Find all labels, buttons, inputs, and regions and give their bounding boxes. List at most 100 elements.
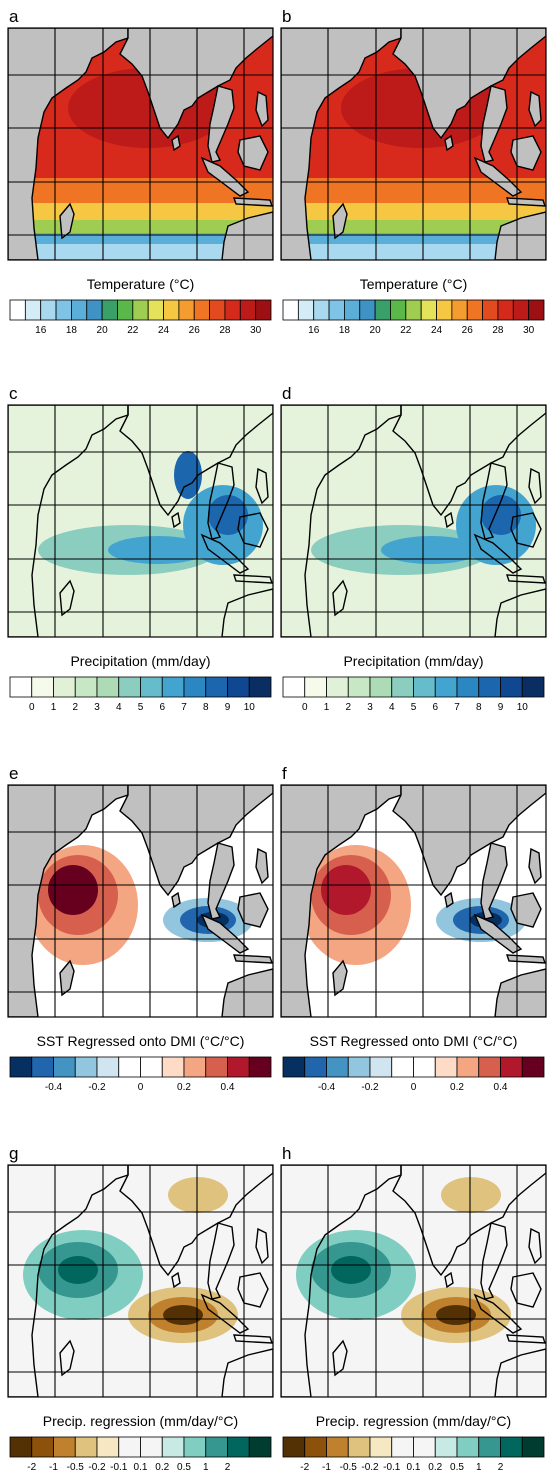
map-panel-f [280,784,547,1018]
colorbar-tick-label: 5 [138,702,144,713]
colorbar-swatch [328,299,345,321]
panel-label-c: c [9,384,18,403]
colorbar-title: SST Regressed onto DMI (°C/°C) [310,1033,518,1049]
colorbar-tick-label: 2 [72,702,78,713]
colorbar-tick-label: 16 [308,325,320,336]
colorbar-swatch [521,676,545,698]
colorbar-swatch [205,676,228,698]
colorbar-swatch [521,1436,545,1458]
colorbar-tick-label: 20 [97,325,109,336]
colorbar-swatch [183,676,207,698]
colorbar: 0 1 2 3 4 5 6 7 8 9 10 [282,676,545,713]
colorbar-tick-label: 0.5 [450,1462,464,1470]
colorbar-tick-label: 26 [189,325,201,336]
colorbar-tick-label: 0.2 [450,1082,464,1093]
colorbar-tick-label: -0.2 [361,1462,379,1470]
colorbar-tick-label: 30 [523,325,535,336]
colorbar-tick-label: 22 [127,325,139,336]
colorbar-swatch [224,299,241,321]
colorbar-swatch [451,299,468,321]
colorbar-swatch [161,1436,185,1458]
colorbar-swatch [9,676,33,698]
colorbar-swatch [227,1436,250,1458]
colorbar-tick-label: -0.4 [318,1082,336,1093]
colorbar: -2 -1 -0.5 -0.2 -0.1 0.1 0.2 0.5 1 2 [282,1436,545,1470]
colorbar-tick-label: -2 [300,1462,309,1470]
panel-label-d: d [282,384,291,403]
colorbar: 16 18 20 22 24 26 28 30 [9,299,272,336]
colorbar-swatch [183,1436,207,1458]
colorbar-swatch [512,299,530,321]
colorbar-swatch [304,1056,327,1078]
colorbar-swatch [456,676,480,698]
colorbar-tick-label: 10 [244,702,256,713]
colorbar-swatch [500,1436,523,1458]
colorbar-swatch [497,299,514,321]
graticule [8,405,273,637]
colorbar-swatch [500,1056,523,1078]
colorbar-swatch [161,676,185,698]
colorbar-swatch [101,299,118,321]
colorbar-swatch [326,1436,349,1458]
colorbar-swatch [53,676,76,698]
colorbar-tick-label: -0.1 [110,1462,128,1470]
colorbar-swatch [282,676,306,698]
colorbar-tick-label: 0.4 [494,1082,508,1093]
colorbar-swatch [96,1436,120,1458]
colorbar-tick-label: 20 [370,325,382,336]
colorbar-swatch [391,1056,414,1078]
colorbar-swatch [248,676,272,698]
colorbar-tick-label: 0.2 [428,1462,442,1470]
colorbar: 0 1 2 3 4 5 6 7 8 9 10 [9,676,272,713]
colorbar-swatch [528,299,545,321]
colorbar-swatch [205,1436,228,1458]
map-frame [7,404,274,638]
colorbar-swatch [369,1056,393,1078]
colorbar-tick-label: 1 [476,1462,482,1470]
field-a [8,28,273,260]
colorbar: -0.4 -0.2 0 0.2 0.4 [282,1056,545,1093]
colorbar-swatch [183,1056,207,1078]
colorbar-tick-label: -0.4 [45,1082,63,1093]
colorbar-swatch [297,299,315,321]
map-panel-c [7,404,274,638]
colorbar-swatch [40,299,57,321]
map-frame [7,1164,274,1398]
row-sst_reg: e SST Regressed onto DMI (°C/°C) -0.4 -0.2 0… [7,764,547,1093]
field-g [8,1165,273,1397]
colorbar-swatch [74,1056,98,1078]
map-panel-b [280,27,547,261]
colorbar-title: Precipitation (mm/day) [70,653,210,669]
colorbar-swatch [31,1436,54,1458]
colorbar-swatch [282,1436,306,1458]
colorbar-swatch [248,1056,272,1078]
colorbar-swatch [255,299,272,321]
colorbar-title: Precipitation (mm/day) [343,653,483,669]
colorbar-title: Temperature (°C) [360,276,468,292]
colorbar-swatch [117,299,134,321]
colorbar-tick-label: 1 [203,1462,209,1470]
colorbar-tick-label: 0 [29,702,35,713]
map-panel-e [7,784,274,1018]
colorbar-tick-label: -1 [49,1462,58,1470]
colorbar-tick-label: 0.4 [221,1082,235,1093]
colorbar-tick-label: -2 [27,1462,36,1470]
colorbar-tick-label: 1 [51,702,57,713]
colorbar-swatch [347,1436,371,1458]
colorbar-tick-label: 2 [225,1462,231,1470]
colorbar-title: SST Regressed onto DMI (°C/°C) [37,1033,245,1049]
colorbar-tick-label: 10 [517,702,529,713]
panel-label-g: g [9,1144,18,1163]
colorbar-swatch [413,1056,436,1078]
graticule [8,1165,273,1397]
colorbar-swatch [140,676,163,698]
colorbar-swatch [326,676,349,698]
colorbar-swatch [344,299,361,321]
colorbar-swatch [140,1056,163,1078]
colorbar-tick-label: 9 [498,702,504,713]
colorbar-swatch [31,676,54,698]
colorbar-swatch [9,1056,33,1078]
colorbar-swatch [478,676,501,698]
